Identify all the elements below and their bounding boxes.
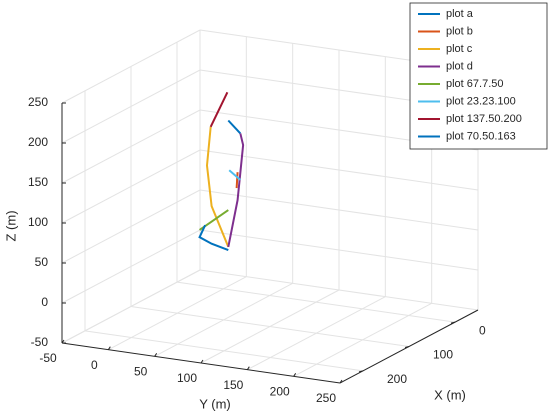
data-line [227, 119, 242, 135]
legend-label: plot d [446, 60, 473, 72]
z-axis-label: Z (m) [3, 210, 18, 241]
legend-box [409, 2, 548, 150]
y-tick-label: 200 [270, 385, 290, 399]
legend-label: plot c [446, 43, 473, 55]
z-tick-label: 200 [28, 135, 48, 149]
data-line [209, 91, 229, 128]
grid-line [154, 282, 293, 357]
grid-line [61, 109, 201, 184]
data-line [198, 224, 229, 252]
x-tick-label: 100 [433, 348, 453, 362]
grid-line [199, 189, 479, 231]
grid-line [61, 189, 201, 264]
grid-line [61, 69, 201, 144]
tick-mark [404, 346, 410, 348]
grid-line [199, 269, 479, 311]
grid-line [199, 229, 479, 271]
z-tick-label: -50 [31, 335, 49, 349]
z-tick-label: 0 [41, 295, 48, 309]
tick-mark [107, 346, 111, 350]
grid-line [61, 229, 201, 304]
y-tick-label: 150 [223, 378, 243, 392]
x-axis-label: X (m) [434, 387, 466, 402]
grid-line [247, 296, 386, 371]
y-tick-label: -50 [39, 351, 57, 365]
tick-mark [339, 379, 343, 384]
legend-label: plot a [446, 8, 474, 20]
legend-label: plot 23.23.100 [446, 95, 516, 107]
z-tick-label: 150 [28, 175, 48, 189]
data-line [227, 133, 245, 248]
legend-label: plot 67.7.50 [446, 78, 504, 90]
x-tick-label: 200 [387, 372, 407, 386]
x-tick-label: 0 [479, 323, 486, 337]
legend-label: plot 137.50.200 [446, 113, 522, 125]
data-line [205, 126, 230, 248]
grid-line [200, 289, 340, 364]
tick-mark [293, 373, 297, 377]
tick-mark [154, 353, 158, 357]
y-tick-label: 250 [316, 391, 336, 405]
z-tick-label: 250 [28, 95, 48, 109]
z-tick-label: 100 [28, 215, 48, 229]
tick-mark [450, 321, 456, 324]
grid-line [61, 269, 201, 344]
z-tick-label: 50 [35, 255, 49, 269]
tick-mark [246, 366, 250, 370]
legend-label: plot 70.50.163 [446, 130, 516, 142]
grid-line [61, 29, 201, 104]
grid-line [199, 149, 479, 191]
y-tick-label: 50 [134, 365, 148, 379]
data-line [228, 169, 242, 181]
y-tick-label: 100 [177, 371, 197, 385]
tick-mark [61, 339, 65, 344]
tick-mark [358, 370, 364, 373]
grid-line [108, 276, 247, 351]
grid-line [61, 149, 201, 224]
legend-label: plot b [446, 25, 473, 37]
y-tick-label: 0 [91, 358, 98, 372]
y-axis-label: Y (m) [199, 396, 231, 411]
grid-line [293, 302, 432, 377]
legend: plot a plot b plot c plot d plot 67.7.50 plot… [409, 2, 548, 150]
tick-mark [200, 359, 204, 364]
data-line [235, 172, 239, 189]
